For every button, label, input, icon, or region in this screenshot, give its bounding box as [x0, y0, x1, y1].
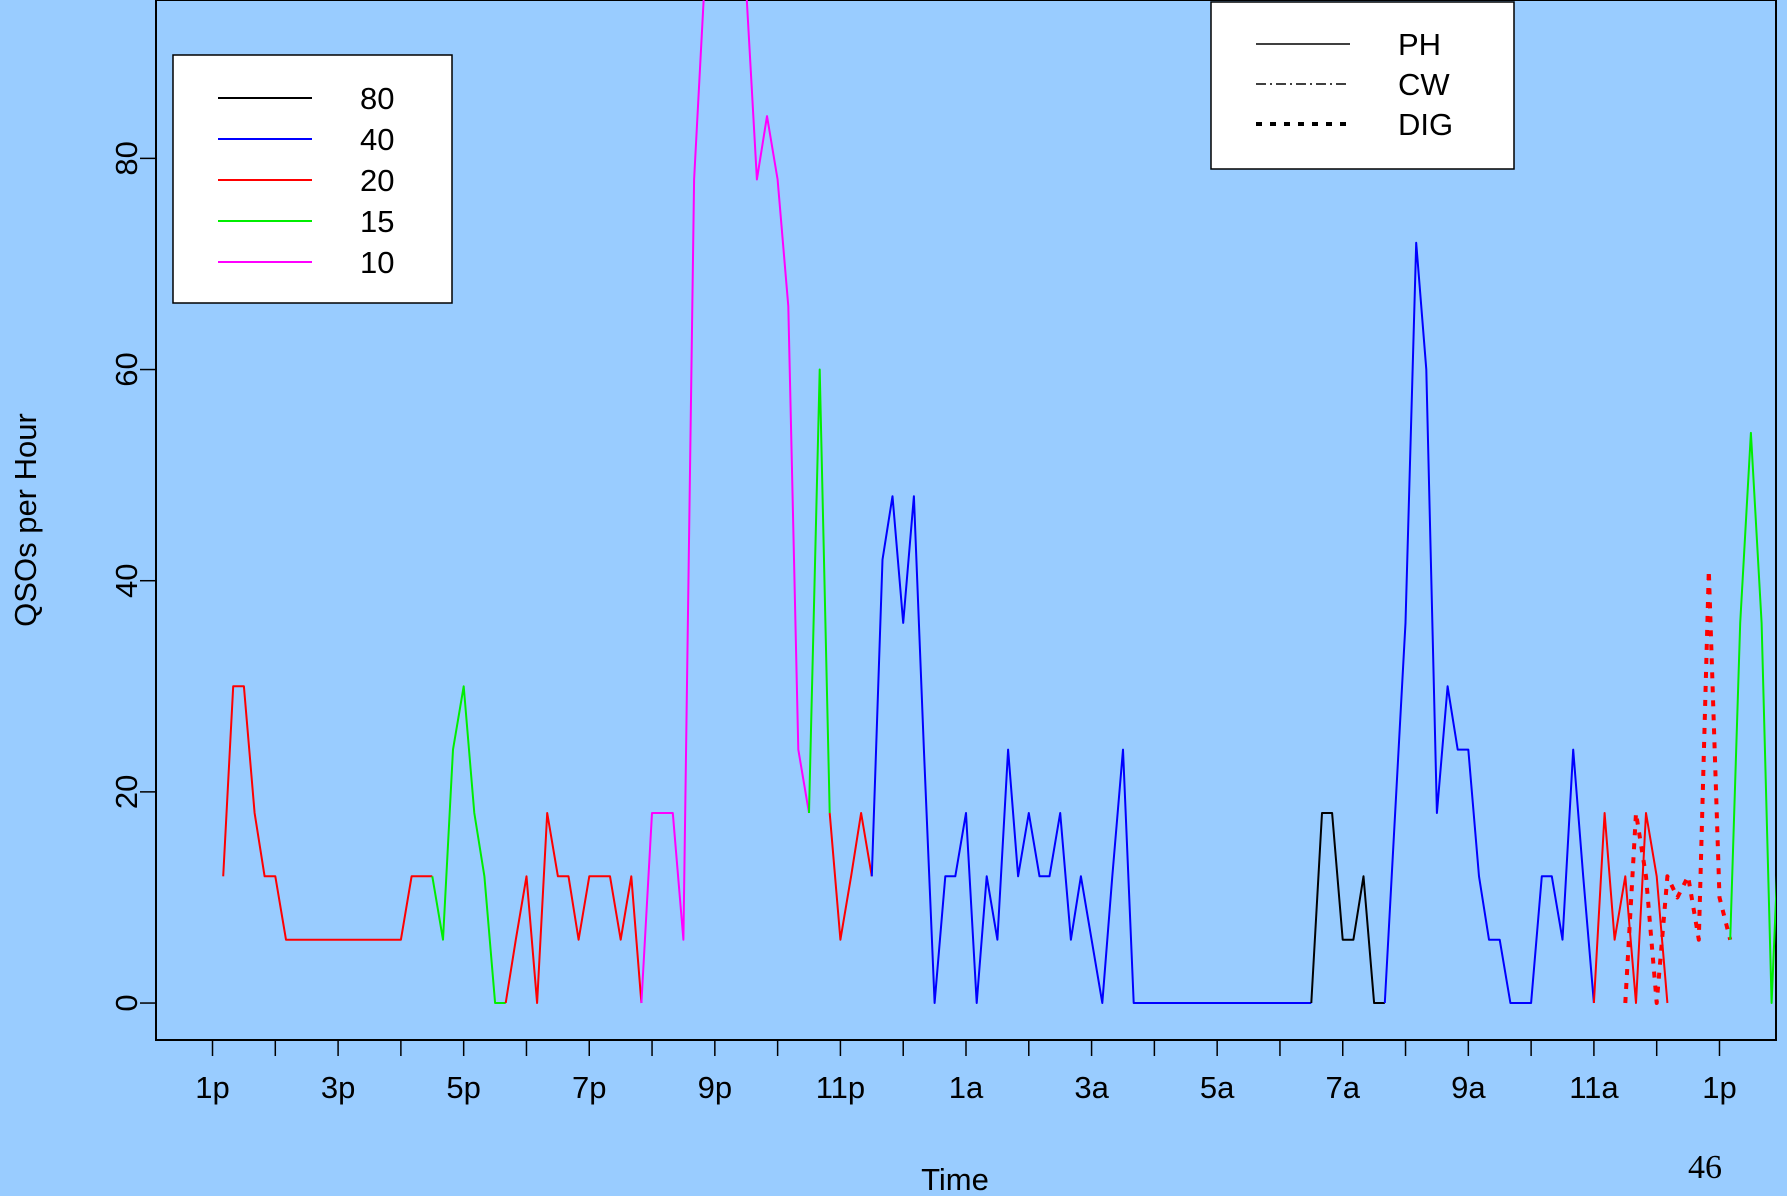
- series-20m-ph: [222, 685, 433, 941]
- legend-label-cw: CW: [1398, 67, 1450, 102]
- legend-label-15: 15: [360, 204, 394, 239]
- x-tick-label: 1p: [1702, 1070, 1736, 1105]
- y-tick-label: 40: [109, 563, 144, 597]
- x-tick-label: 11a: [1569, 1070, 1619, 1105]
- legend-label-20: 20: [360, 163, 394, 198]
- mode-legend-box: [1210, 1, 1515, 170]
- band-legend-box: [172, 54, 453, 304]
- x-tick-label: 9a: [1451, 1070, 1486, 1105]
- x-tick-label: 3a: [1074, 1070, 1109, 1105]
- legend-label-ph: PH: [1398, 27, 1441, 62]
- y-axis-title: QSOs per Hour: [8, 413, 43, 627]
- x-tick-label: 5p: [446, 1070, 480, 1105]
- legend-label-80: 80: [360, 81, 394, 116]
- series-15m-ph: [1729, 431, 1776, 1004]
- page-number: 46: [1688, 1149, 1722, 1186]
- series-20m-ph: [504, 812, 643, 1004]
- series-15m-ph: [808, 368, 831, 814]
- x-tick-label: 5a: [1200, 1070, 1235, 1105]
- legend-label-40: 40: [360, 122, 394, 157]
- band-legend: 80 40 20 15 10: [172, 54, 453, 304]
- series-20m-ph: [828, 812, 873, 941]
- y-tick-label: 20: [109, 775, 144, 809]
- y-tick-label: 0: [109, 994, 144, 1011]
- x-tick-label: 11p: [816, 1070, 865, 1105]
- x-tick-label: 9p: [698, 1070, 732, 1105]
- x-tick-label: 3p: [321, 1070, 355, 1105]
- x-tick-label: 7a: [1326, 1070, 1361, 1105]
- y-tick-label: 60: [109, 352, 144, 386]
- y-tick-label: 80: [109, 141, 144, 175]
- mode-legend: PH CW DIG: [1210, 1, 1515, 170]
- series-40m-ph: [1383, 241, 1595, 1004]
- x-axis: 1p 3p 5p 7p 9p 11p 1a 3a 5a 7a 9a 11a 1p: [195, 1040, 1737, 1105]
- series-layer: [222, 0, 1776, 1005]
- series-20m-ph: [1592, 812, 1669, 1004]
- legend-label-10: 10: [360, 245, 394, 280]
- x-tick-label: 1a: [949, 1070, 984, 1105]
- series-20m-dig: [1623, 568, 1733, 1005]
- x-axis-title: Time: [921, 1162, 989, 1196]
- x-tick-label: 1p: [195, 1070, 229, 1105]
- series-40m-ph: [870, 495, 1312, 1004]
- series-15m-ph: [431, 685, 506, 1004]
- legend-label-dig: DIG: [1398, 107, 1453, 142]
- y-axis: 0 20 40 60 80: [109, 141, 156, 1012]
- x-tick-label: 7p: [572, 1070, 606, 1105]
- series-10m-ph: [640, 0, 810, 1004]
- series-80m-ph: [1310, 812, 1385, 1004]
